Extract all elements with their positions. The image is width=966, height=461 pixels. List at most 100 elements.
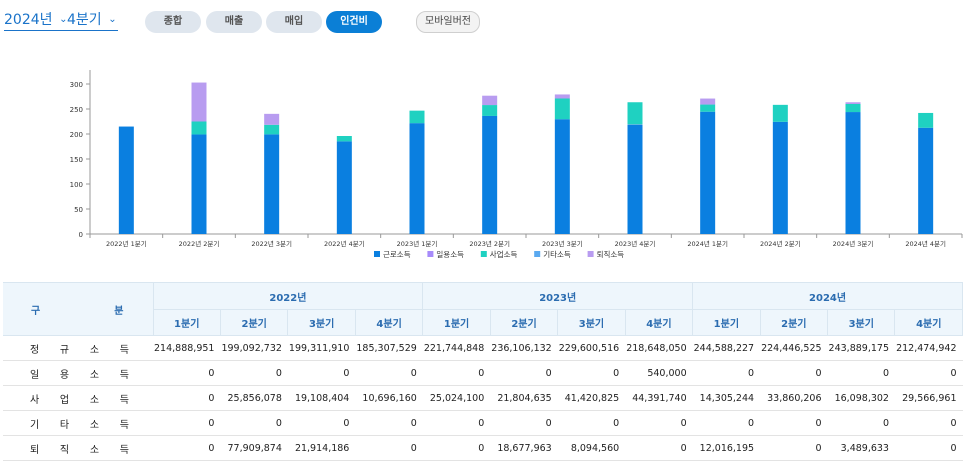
tab-sales[interactable]: 매출 [206, 11, 262, 33]
bar-segment [192, 122, 207, 135]
bar-segment [846, 104, 861, 112]
x-tick-label: 2024년 1분기 [687, 239, 728, 248]
table-cell: 236,106,132 [490, 336, 557, 361]
table-cell: 224,446,525 [760, 336, 827, 361]
legend-swatch [374, 251, 380, 257]
y-tick-label: 200 [70, 131, 83, 139]
table-cell: 19,108,404 [288, 386, 355, 411]
table-cell: 21,804,635 [490, 386, 557, 411]
y-tick-label: 250 [70, 106, 83, 114]
legend-swatch [427, 251, 433, 257]
legend-label: 기타소득 [543, 250, 571, 259]
quarter-header: 2분기 [220, 310, 287, 336]
tab-labor-cost[interactable]: 인건비 [326, 11, 382, 33]
row-label-char: 득 [120, 341, 129, 356]
table-cell: 0 [355, 436, 422, 461]
quarter-header: 4분기 [625, 310, 692, 336]
x-tick-label: 2022년 4분기 [324, 239, 365, 248]
table-cell: 0 [423, 436, 490, 461]
table-cell: 212,474,942 [895, 336, 963, 361]
row-label-char: 소 [90, 341, 99, 356]
row-label-char: 직 [60, 441, 69, 456]
table-cell: 44,391,740 [625, 386, 692, 411]
x-tick-label: 2023년 3분기 [542, 239, 583, 248]
row-label-char: 소 [90, 366, 99, 381]
y-tick-label: 50 [74, 206, 83, 214]
table-cell: 243,889,175 [828, 336, 895, 361]
quarter-header: 4분기 [355, 310, 422, 336]
y-tick-label: 100 [70, 181, 83, 189]
bar-segment [846, 102, 861, 104]
table-cell: 244,588,227 [693, 336, 760, 361]
table-cell: 0 [625, 411, 692, 436]
bar-segment [628, 125, 643, 234]
x-tick-label: 2023년 1분기 [397, 239, 438, 248]
bar-segment [410, 123, 425, 234]
legend-swatch [481, 251, 487, 257]
table-cell: 199,092,732 [220, 336, 287, 361]
mobile-version-button[interactable]: 모바일버전 [416, 11, 480, 33]
table-cell: 0 [828, 411, 895, 436]
quarter-header: 3분기 [828, 310, 895, 336]
table-cell: 214,888,951 [153, 336, 220, 361]
x-tick-label: 2022년 2분기 [179, 239, 220, 248]
table-cell: 21,914,186 [288, 436, 355, 461]
table-cell: 0 [895, 361, 963, 386]
table-cell: 0 [355, 411, 422, 436]
bar-segment [192, 83, 207, 122]
y-tick-label: 0 [79, 231, 83, 239]
table-cell: 0 [153, 361, 220, 386]
year-header: 2022년 [153, 283, 423, 310]
row-label-char: 규 [60, 341, 69, 356]
table-cell: 0 [153, 386, 220, 411]
year-select-value: 2024년 [4, 12, 53, 28]
bar-segment [192, 134, 207, 234]
table-cell: 229,600,516 [558, 336, 625, 361]
bar-segment [264, 114, 279, 125]
table-cell: 10,696,160 [355, 386, 422, 411]
quarter-header: 1분기 [153, 310, 220, 336]
year-select[interactable]: 2024년 ⌄ [4, 11, 69, 31]
table-cell: 540,000 [625, 361, 692, 386]
bar-segment [264, 134, 279, 234]
y-tick-label: 150 [70, 156, 83, 164]
table-cell: 185,307,529 [355, 336, 422, 361]
row-label-char: 퇴 [30, 441, 39, 456]
tab-purchase[interactable]: 매입 [266, 11, 322, 33]
legend-label: 근로소득 [383, 250, 411, 259]
bar-segment [846, 112, 861, 234]
table-cell: 0 [558, 361, 625, 386]
bar-segment [264, 125, 279, 135]
table-cell: 0 [693, 411, 760, 436]
quarter-header: 2분기 [760, 310, 827, 336]
bar-segment [482, 96, 497, 105]
row-label-char: 정 [30, 341, 39, 356]
tab-summary[interactable]: 종합 [145, 11, 201, 33]
table-cell: 0 [153, 436, 220, 461]
legend-swatch [588, 251, 594, 257]
legend-label: 일용소득 [436, 250, 464, 259]
x-tick-label: 2022년 1분기 [106, 239, 147, 248]
quarter-header: 1분기 [423, 310, 490, 336]
x-tick-label: 2022년 3분기 [251, 239, 292, 248]
row-label-char: 용 [60, 366, 69, 381]
row-label-char: 사 [30, 391, 39, 406]
quarter-select[interactable]: 4분기 ⌄ [67, 11, 118, 31]
table-cell: 0 [423, 361, 490, 386]
x-tick-label: 2023년 4분기 [615, 239, 656, 248]
bar-segment [119, 127, 134, 234]
bar-segment [337, 136, 352, 141]
table-cell: 0 [895, 411, 963, 436]
